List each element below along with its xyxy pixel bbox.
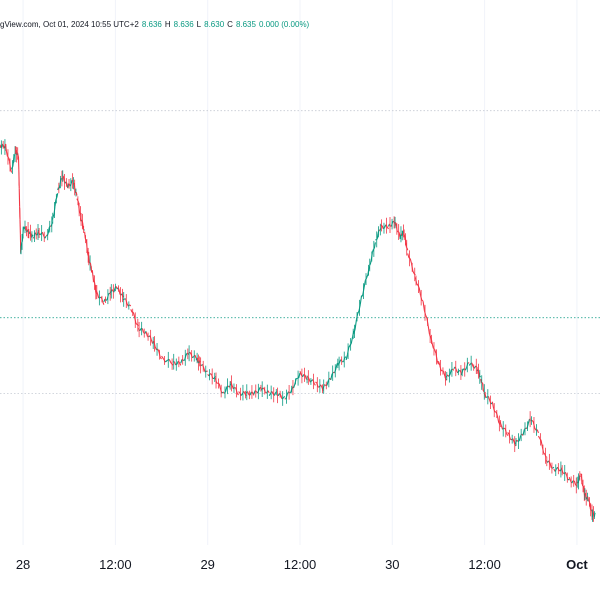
price-segment [76,192,77,195]
x-tick-label: 28 [16,557,30,572]
price-segment [24,227,25,229]
price-segment [479,373,480,377]
price-segment [77,199,78,201]
x-tick-label: 12:00 [284,557,317,572]
price-segment [85,232,86,239]
price-segment [92,270,93,276]
price-segment [95,284,96,291]
price-segment [37,234,38,235]
price-segment [238,392,239,393]
price-segment [14,155,15,156]
price-segment [588,497,589,501]
price-segment [422,300,423,301]
price-segment [407,248,408,250]
price-segment [587,497,588,499]
close-label: C [227,20,233,29]
price-segment [79,212,80,213]
price-segment [403,231,404,235]
price-segment [568,479,569,480]
price-segment [59,185,60,189]
price-segment [74,183,75,185]
price-segment [324,385,325,386]
price-segment [25,226,26,230]
price-segment [61,179,62,180]
x-tick-label: Oct [566,557,588,572]
x-tick-label: 30 [385,557,399,572]
price-segment [263,388,264,389]
price-segment [90,263,91,267]
price-segment [345,357,346,358]
price-segment [78,201,79,207]
price-segment [583,486,584,490]
price-segment [83,223,84,229]
price-segment [404,236,405,237]
open-value: 8.636 [142,20,162,29]
price-segment [210,374,211,375]
price-segment [12,167,13,169]
low-value: 8.630 [204,20,224,29]
price-segment [86,240,87,242]
price-segment [87,250,88,255]
price-segment [400,235,401,239]
high-value: 8.636 [174,20,194,29]
price-segment [13,161,14,166]
price-segment [482,382,483,384]
x-tick-label: 12:00 [99,557,132,572]
price-segment [196,358,197,360]
source-text: gView.com, Oct 01, 2024 10:55 UTC+2 [0,20,139,29]
price-segment [585,493,586,496]
price-segment [581,473,582,475]
close-value: 8.635 [236,20,256,29]
low-label: L [197,20,201,29]
high-label: H [165,20,171,29]
price-segment [582,482,583,486]
price-segment [406,242,407,247]
price-segment [192,357,193,358]
price-segment [197,358,198,362]
price-segment [590,503,591,509]
x-tick-label: 12:00 [468,557,501,572]
x-tick-label: 29 [200,557,214,572]
change-value: 0.000 (0.00%) [259,20,309,29]
price-segment [235,388,236,389]
price-segment [32,235,33,236]
